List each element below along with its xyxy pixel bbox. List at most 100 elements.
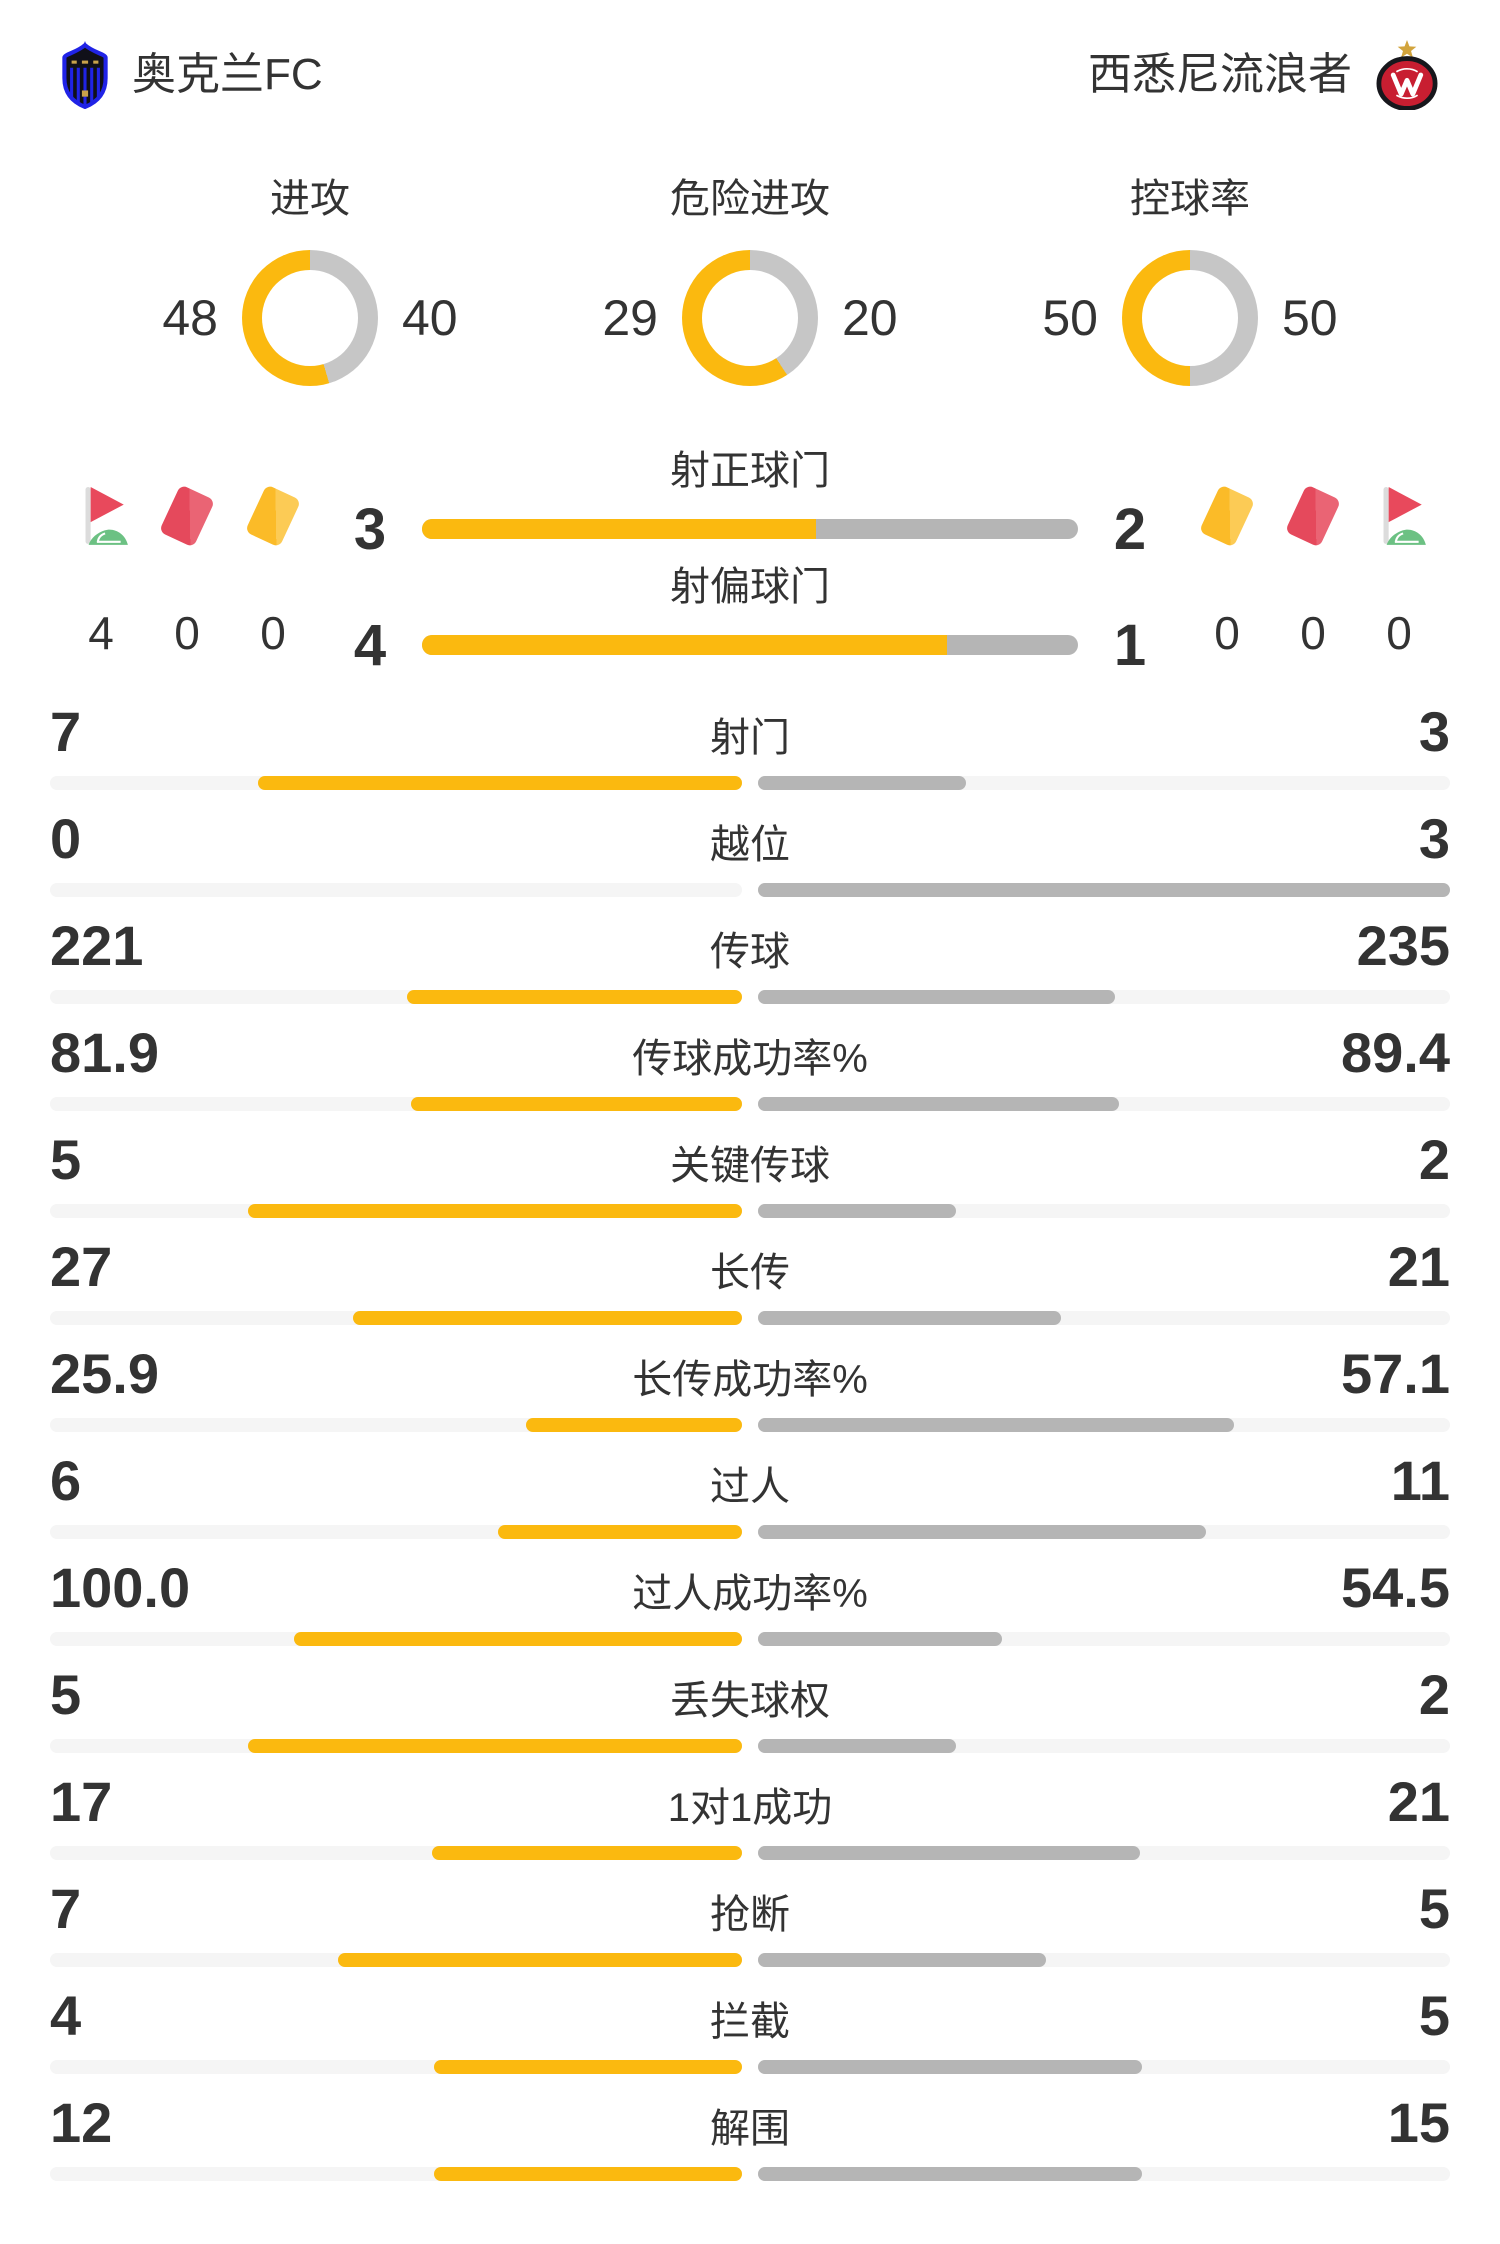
- stat-away-bar: [758, 2167, 1143, 2181]
- stat-home-value: 5: [50, 1128, 82, 1191]
- stat-away-track: [758, 2167, 1450, 2181]
- stat-away-value: 2: [1418, 1128, 1450, 1191]
- stat-away-value: 11: [1390, 1449, 1450, 1512]
- corner-flag-icon: [85, 487, 128, 545]
- stat-home-bar: [247, 1739, 742, 1753]
- stat-row: 12 解围 15: [0, 2089, 1500, 2196]
- away-team[interactable]: 西悉尼流浪者: [1088, 40, 1440, 110]
- shot-bar: [422, 635, 1078, 655]
- stat-away-bar: [758, 1739, 956, 1753]
- stat-away-track: [758, 1097, 1450, 1111]
- shot-bar-home-value: 3: [353, 496, 387, 562]
- stat-home-track: [50, 1525, 742, 1539]
- stat-label: 射门: [710, 716, 790, 760]
- home-team-logo: [62, 41, 108, 109]
- shot-bar-stat: 射正球门 3 2: [338, 444, 1162, 562]
- home-corners-count: 4: [88, 607, 114, 659]
- stat-away-bar: [758, 1418, 1235, 1432]
- stat-away-bar: [758, 776, 966, 790]
- stat-row: 100.0 过人成功率% 54.5: [0, 1554, 1500, 1661]
- stats-list: 7 射门 3 0 越位 3 221 传球: [0, 698, 1500, 2196]
- stat-home-bar: [257, 776, 742, 790]
- stat-home-track: [50, 1632, 742, 1646]
- stat-row: 17 1对1成功 21: [0, 1768, 1500, 1875]
- stat-row: 5 关键传球 2: [0, 1126, 1500, 1233]
- donut-ring: [242, 250, 378, 386]
- stat-away-track: [758, 1418, 1450, 1432]
- yellow-card-icon: [1198, 484, 1256, 548]
- stat-row: 5 丢失球权 2: [0, 1661, 1500, 1768]
- stat-label: 解围: [710, 2107, 790, 2151]
- stat-home-value: 7: [50, 1877, 82, 1940]
- donut-title: 控球率: [1130, 177, 1250, 221]
- header: 奥克兰FC 西悉尼流浪者: [0, 0, 1500, 110]
- donut-away-value: 50: [1282, 290, 1338, 346]
- stat-home-value: 81.9: [50, 1021, 159, 1084]
- stat-home-bar: [247, 1204, 742, 1218]
- stat-away-value: 57.1: [1341, 1342, 1450, 1405]
- stat-home-track: [50, 1953, 742, 1967]
- donut-ring: [682, 250, 818, 386]
- shot-bar-away-value: 1: [1113, 612, 1147, 678]
- donuts-row: 进攻 48 40 危险进攻 29 20 控球率 50 50: [0, 174, 1500, 386]
- donut-away-value: 40: [402, 290, 458, 346]
- stat-away-track: [758, 1739, 1450, 1753]
- red-card-icon: [1284, 484, 1342, 548]
- stat-home-track: [50, 2060, 742, 2074]
- stat-label: 关键传球: [670, 1144, 830, 1188]
- shot-bar-away-value: 2: [1113, 496, 1147, 562]
- stat-away-value: 21: [1387, 1235, 1450, 1298]
- stat-away-track: [758, 1204, 1450, 1218]
- shot-bars: 射正球门 3 2 射偏球门 4 1: [338, 444, 1162, 678]
- stat-away-bar: [758, 1204, 956, 1218]
- shot-bar-home-value: 4: [353, 612, 387, 678]
- red-card-icon: [158, 484, 216, 548]
- stat-away-value: 15: [1387, 2091, 1450, 2154]
- stat-row: 221 传球 235: [0, 912, 1500, 1019]
- stat-away-value: 3: [1418, 807, 1450, 870]
- shots-and-discipline-section: 4 0 0 射正球门 3 2 射偏球门 4 1: [0, 442, 1500, 678]
- stat-home-value: 17: [50, 1770, 113, 1833]
- home-discipline: 4 0 0: [50, 442, 338, 676]
- donut-stat: 危险进攻 29 20: [530, 174, 970, 386]
- away-red-cards-count: 0: [1300, 607, 1326, 659]
- stat-away-track: [758, 1953, 1450, 1967]
- away-corners-count: 0: [1386, 607, 1412, 659]
- home-team[interactable]: 奥克兰FC: [60, 41, 323, 109]
- stat-label: 拦截: [710, 2000, 790, 2044]
- stat-away-track: [758, 1311, 1450, 1325]
- stat-home-value: 221: [50, 914, 144, 977]
- shot-bar-home-fill: [422, 635, 947, 655]
- stat-away-bar: [758, 1846, 1141, 1860]
- stat-label: 传球: [710, 930, 790, 974]
- stat-away-bar: [758, 1311, 1061, 1325]
- stat-home-value: 0: [50, 807, 82, 870]
- stat-home-value: 100.0: [50, 1556, 191, 1619]
- stat-home-bar: [338, 1953, 742, 1967]
- stat-row: 27 长传 21: [0, 1233, 1500, 1340]
- home-team-name: 奥克兰FC: [132, 50, 323, 99]
- stat-away-track: [758, 2060, 1450, 2074]
- stat-row: 0 越位 3: [0, 805, 1500, 912]
- donut-home-value: 50: [1042, 290, 1098, 346]
- stat-home-value: 25.9: [50, 1342, 159, 1405]
- stat-label: 越位: [710, 823, 790, 867]
- stat-away-bar: [758, 883, 1450, 897]
- stat-home-track: [50, 990, 742, 1004]
- stat-label: 过人: [710, 1465, 790, 1509]
- corner-flag-icon: [1383, 487, 1426, 545]
- stat-home-track: [50, 1418, 742, 1432]
- stat-home-bar: [411, 1097, 742, 1111]
- stat-away-track: [758, 776, 1450, 790]
- stat-away-bar: [758, 990, 1115, 1004]
- stat-home-value: 6: [50, 1449, 82, 1512]
- stat-home-track: [50, 2167, 742, 2181]
- away-team-logo: [1376, 40, 1438, 110]
- stat-home-bar: [497, 1525, 742, 1539]
- stat-home-track: [50, 776, 742, 790]
- stat-away-bar: [758, 1953, 1047, 1967]
- stat-label: 长传: [710, 1251, 790, 1295]
- stat-away-value: 89.4: [1341, 1021, 1450, 1084]
- stat-away-value: 235: [1356, 914, 1450, 977]
- shot-bar: [422, 519, 1078, 539]
